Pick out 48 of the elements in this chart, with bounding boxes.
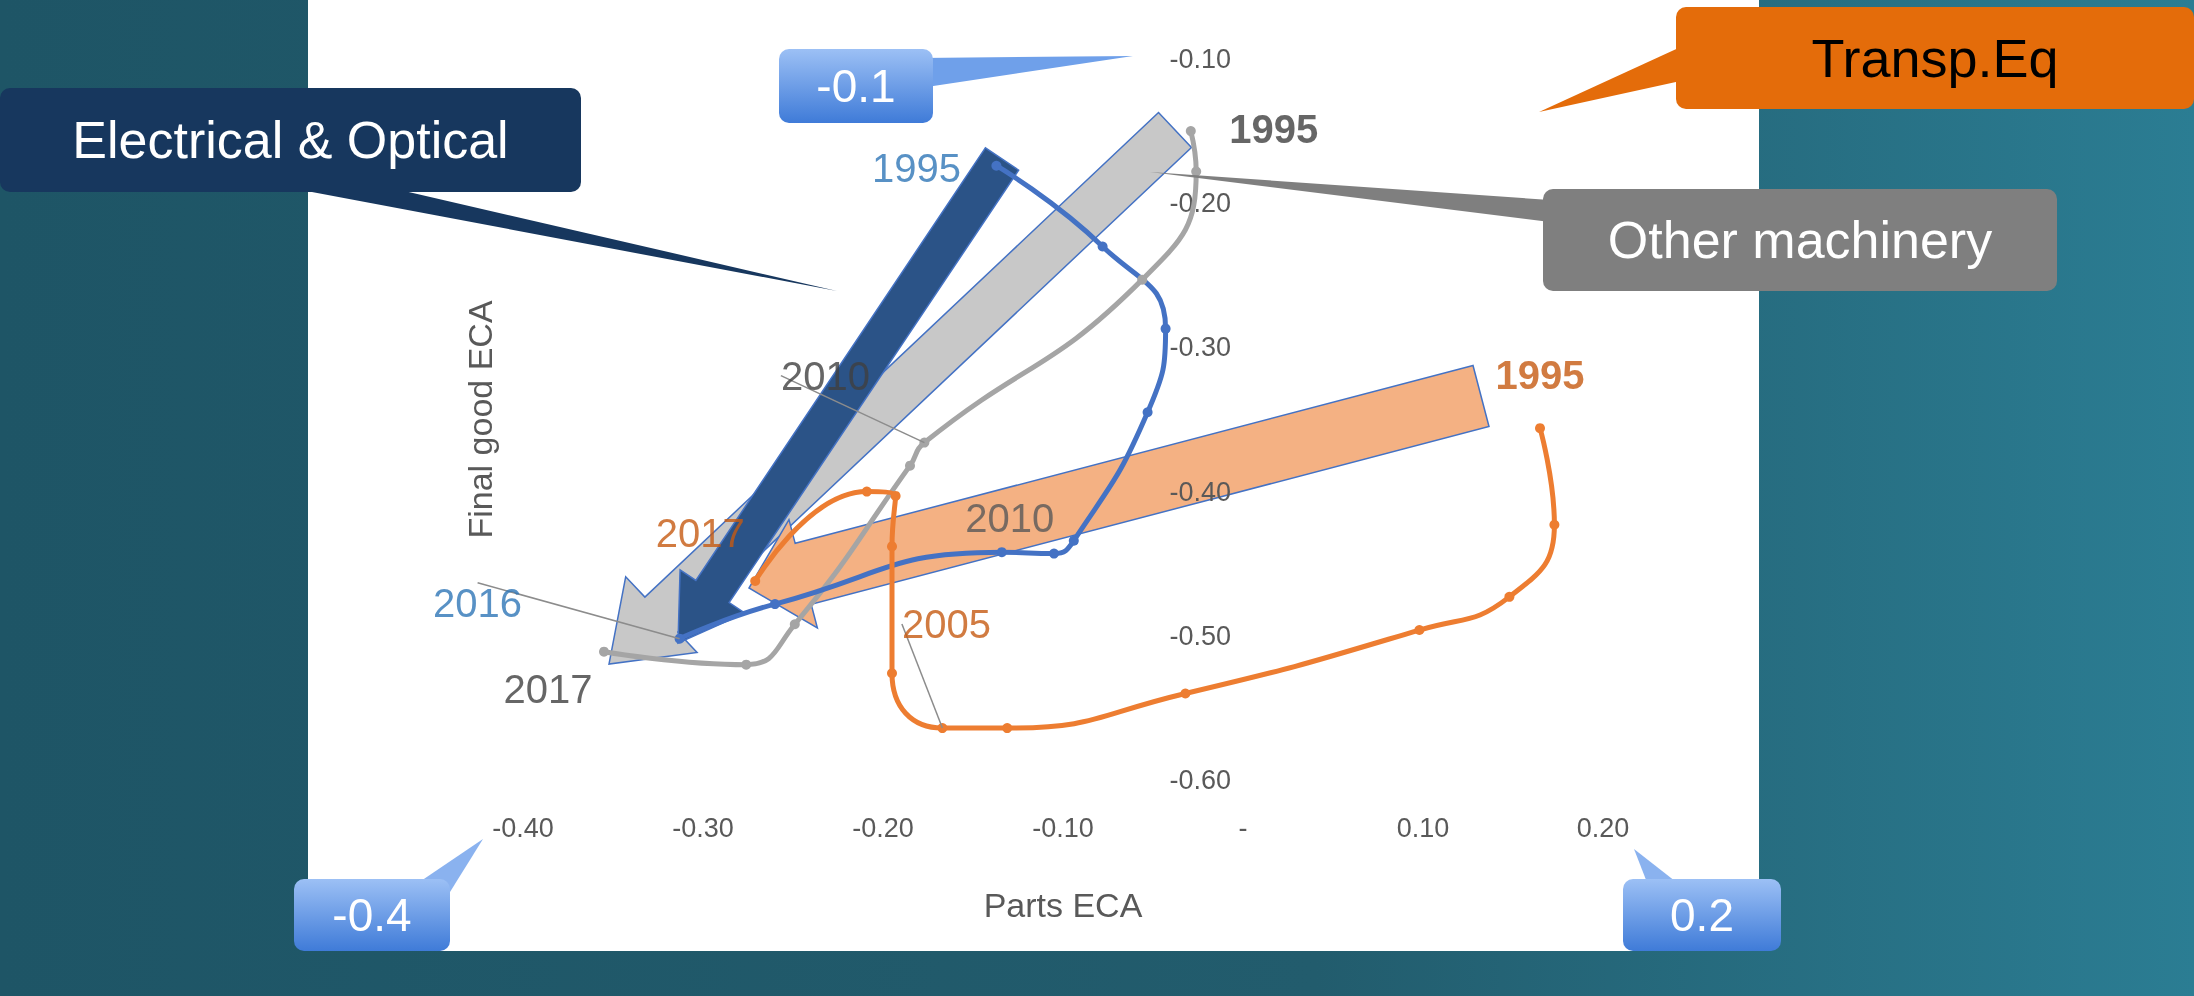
point — [1535, 423, 1545, 434]
y-axis-title: Final good ECA — [461, 300, 499, 539]
x-tick-label: -0.40 — [492, 812, 554, 843]
point — [890, 490, 901, 501]
x-tick-label: -0.20 — [852, 812, 914, 843]
point — [1002, 723, 1013, 734]
point — [1180, 688, 1191, 699]
point — [750, 576, 761, 586]
annotation: 2016 — [433, 580, 523, 625]
annotation: 1995 — [1229, 107, 1319, 152]
point — [1191, 166, 1202, 177]
point — [887, 668, 897, 679]
point — [741, 659, 752, 670]
point — [1549, 519, 1560, 530]
point — [1068, 535, 1079, 546]
x-tick-label: 0.10 — [1396, 812, 1450, 843]
point — [770, 599, 780, 610]
x-tick-label: -0.10 — [1032, 812, 1094, 843]
point — [1414, 625, 1425, 636]
annotation: 1995 — [871, 145, 961, 190]
y-tick-label: -0.20 — [1169, 188, 1231, 219]
y-tick-label: -0.10 — [1169, 44, 1231, 74]
point — [887, 541, 897, 552]
point — [1142, 407, 1153, 418]
point — [905, 460, 915, 471]
x-axis-title: Parts ECA — [983, 886, 1143, 924]
x-tick-label: 0.20 — [1576, 812, 1630, 843]
y-tick-label: -0.60 — [1169, 765, 1231, 795]
y-tick-label: -0.50 — [1169, 620, 1231, 651]
point — [991, 160, 1002, 171]
x-tick-label: -0.30 — [672, 812, 734, 843]
point — [789, 619, 800, 630]
annotation: 2010 — [965, 496, 1055, 541]
point — [1160, 323, 1171, 334]
annotation: 1995 — [1495, 353, 1585, 398]
point — [1097, 241, 1108, 252]
annotation: 2005 — [901, 602, 991, 647]
point — [1185, 126, 1196, 137]
point — [861, 486, 872, 497]
point — [1504, 591, 1515, 602]
y-tick-label: -0.40 — [1169, 476, 1231, 507]
point — [599, 646, 609, 657]
x-tick-label: - — [1238, 812, 1248, 843]
y-tick-label: -0.30 — [1169, 332, 1231, 363]
point — [1049, 548, 1059, 559]
annotation: 2017 — [503, 666, 593, 711]
point — [996, 547, 1007, 558]
point — [1137, 274, 1148, 285]
